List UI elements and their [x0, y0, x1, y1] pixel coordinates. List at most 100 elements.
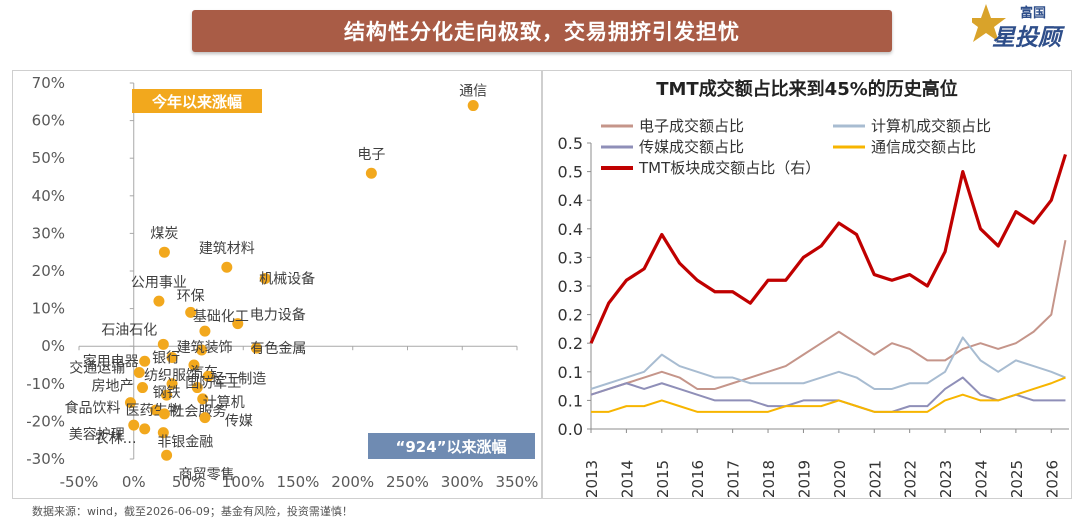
y-tick-label: 0.3 [558, 248, 583, 267]
point-label: 建筑材料 [199, 241, 255, 257]
point-label: 计算机 [203, 395, 245, 411]
point-label: 通信 [459, 84, 487, 100]
tag-924-label: “924”以来涨幅 [395, 438, 506, 456]
x-tick-label: 100% [222, 473, 265, 491]
x-tick-label: 2024 [972, 460, 990, 498]
series-line [591, 376, 1066, 413]
scatter-point [157, 427, 169, 439]
point-label: 纺织服饰 [144, 368, 200, 384]
x-tick-label: 0% [122, 473, 146, 491]
line-panel: TMT成交额占比来到45%的历史高位 0.0 0.1 0.1 0.2 0.2 0.3 0.3 0… [542, 70, 1072, 499]
scatter-panel: -50% 0% 50% 100% 150% 200% 250% 300% 350% 70% 60% 5… [12, 70, 542, 499]
point-label: 非银金融 [157, 435, 213, 451]
logo-line1: 富国 [1020, 6, 1047, 21]
y-tick-label: 20% [32, 262, 65, 280]
scatter-point [250, 342, 262, 354]
point-label: 农林… [95, 431, 137, 447]
scatter-point [158, 246, 170, 258]
scatter-point [188, 359, 200, 371]
x-tick-label: 2025 [1008, 460, 1026, 498]
y-tick-label: 10% [32, 300, 65, 318]
scatter-point [137, 382, 149, 394]
y-tick-label: 60% [32, 112, 65, 130]
point-label: 房地产 [92, 379, 134, 395]
y-tick-label: -30% [26, 450, 65, 468]
scatter-point [166, 351, 178, 363]
series-line [590, 376, 1066, 413]
x-tick-label: 2017 [725, 460, 743, 498]
tag-924-box [368, 433, 535, 459]
scatter-point [157, 338, 169, 350]
x-tick-label: 2026 [1043, 460, 1061, 498]
y-tick-label: 0.3 [558, 277, 583, 296]
page-title: 结构性分化走向极致，交易拥挤引发担忧 [344, 20, 740, 44]
series-line [590, 240, 1067, 396]
legend-label: 传媒成交额占比 [639, 138, 744, 156]
logo-line2: 星投顾 [992, 25, 1061, 51]
x-tick-label: 50% [172, 473, 205, 491]
point-label: 商贸零售 [179, 467, 235, 483]
scatter-point [166, 378, 178, 390]
y-tick-label: 0.5 [558, 134, 583, 153]
y-tick-label: 70% [32, 74, 65, 92]
scatter-point [199, 412, 211, 424]
x-tick-label: 2013 [583, 460, 601, 498]
point-label: 国防军工 [185, 376, 241, 392]
scatter-point [158, 408, 170, 420]
scatter-point [259, 273, 271, 285]
scatter-point [150, 404, 162, 416]
footer-note: 数据来源：wind，截至2026-06-09；基金有风险，投资需谨慎！ [32, 505, 353, 518]
scatter-point [185, 306, 197, 318]
scatter-point [191, 382, 203, 394]
point-label: 公用事业 [131, 275, 187, 291]
scatter-point [197, 393, 209, 405]
y-tick-label: 40% [32, 187, 65, 205]
y-tick-label: 0.5 [558, 163, 583, 182]
y-tick-label: 50% [32, 149, 65, 167]
y-tick-label: 0.1 [558, 391, 583, 410]
x-tick-label: 2019 [795, 460, 813, 498]
series-line [589, 153, 1067, 344]
point-label: 环保 [177, 288, 205, 304]
y-tick-label: -10% [26, 375, 65, 393]
point-label: 食品饮料 [64, 400, 120, 417]
x-tick-label: 300% [441, 473, 484, 491]
point-label: 钢铁 [153, 385, 181, 401]
x-tick-label: 350% [496, 473, 539, 491]
y-tick-label: 0.2 [558, 306, 583, 325]
point-label: 基础化工 [193, 308, 249, 325]
scatter-point [467, 100, 479, 112]
scatter-point [221, 261, 233, 273]
scatter-point [199, 325, 211, 337]
point-label: 家用电器 [83, 353, 139, 370]
x-tick-label: -50% [60, 473, 99, 491]
point-label: 有色金属 [250, 340, 306, 357]
line-chart: TMT成交额占比来到45%的历史高位 0.0 0.1 0.1 0.2 0.2 0.3 0.3 0… [558, 78, 1069, 498]
scatter-point [161, 449, 173, 461]
point-label: 美容护理 [69, 426, 125, 443]
point-label: 传媒 [225, 414, 253, 430]
point-label: 电力设备 [250, 307, 306, 324]
x-tick-label: 2020 [831, 460, 849, 498]
y-tick-label: 30% [32, 224, 65, 242]
legend-label: 电子成交额占比 [639, 117, 744, 135]
legend-label: TMT板块成交额占比（右） [638, 159, 820, 177]
x-tick-label: 200% [331, 473, 374, 491]
scatter-point [196, 344, 208, 356]
x-tick-label: 2014 [618, 460, 636, 498]
y-tick-label: 0.1 [558, 363, 583, 382]
point-label: 机械设备 [259, 271, 315, 288]
point-label: 交通运输 [69, 360, 125, 377]
ytd-tag-box [132, 89, 262, 113]
x-tick-label: 2022 [902, 460, 920, 498]
scatter-point [124, 397, 136, 409]
x-tick-label: 150% [277, 473, 320, 491]
y-tick-label: 0.2 [558, 334, 583, 353]
y-tick-label: 0.0 [558, 420, 583, 439]
scatter-point [128, 419, 140, 431]
x-tick-label: 2018 [760, 460, 778, 498]
legend-label: 通信成交额占比 [871, 138, 976, 156]
x-tick-label: 2015 [654, 460, 672, 498]
scatter-point [202, 370, 214, 382]
x-tick-label: 2023 [937, 460, 955, 498]
